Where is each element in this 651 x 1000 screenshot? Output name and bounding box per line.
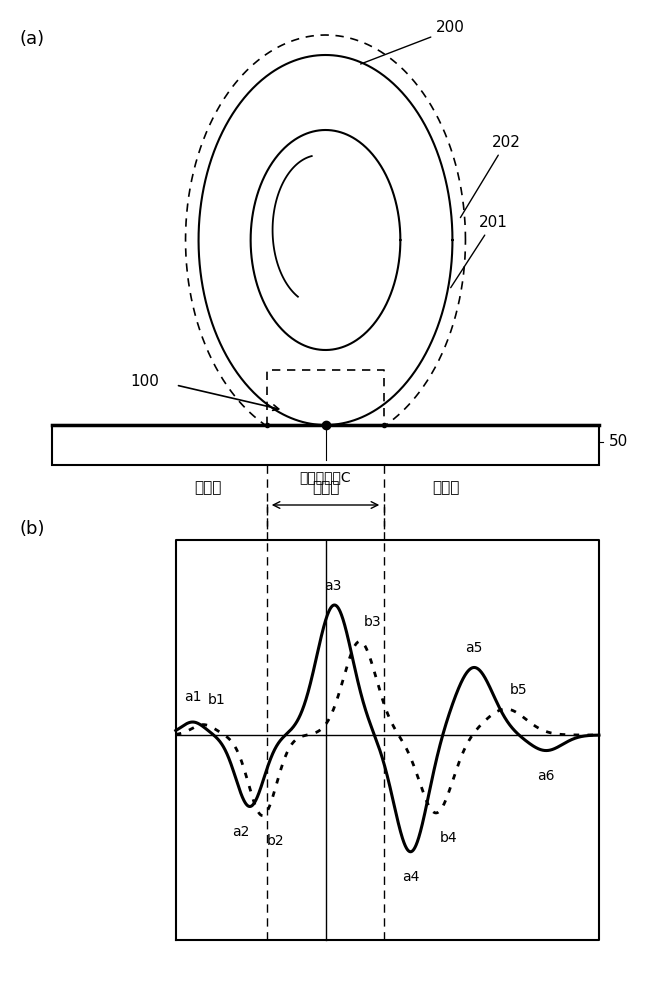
Bar xyxy=(52,425,599,465)
Text: a5: a5 xyxy=(465,641,483,655)
Text: (b): (b) xyxy=(20,520,45,538)
Text: 踏入时: 踏入时 xyxy=(195,480,222,495)
Text: a3: a3 xyxy=(324,579,341,593)
Text: b2: b2 xyxy=(267,834,284,848)
Text: 50: 50 xyxy=(609,434,628,450)
Text: 201: 201 xyxy=(450,215,507,288)
Text: b3: b3 xyxy=(364,615,381,629)
Text: 蹋出时: 蹋出时 xyxy=(432,480,460,495)
Text: 接地时: 接地时 xyxy=(312,480,339,495)
Text: a2: a2 xyxy=(232,824,250,838)
Text: 接地中心点C: 接地中心点C xyxy=(299,470,352,484)
Text: b4: b4 xyxy=(439,831,457,845)
Text: a4: a4 xyxy=(402,870,419,884)
Text: 100: 100 xyxy=(131,374,159,389)
Text: b5: b5 xyxy=(510,683,528,697)
Text: 202: 202 xyxy=(460,135,520,218)
Text: a6: a6 xyxy=(537,769,555,783)
Text: 200: 200 xyxy=(361,20,465,64)
Text: a1: a1 xyxy=(184,690,201,704)
Text: b1: b1 xyxy=(208,693,225,707)
Text: (a): (a) xyxy=(20,30,45,48)
